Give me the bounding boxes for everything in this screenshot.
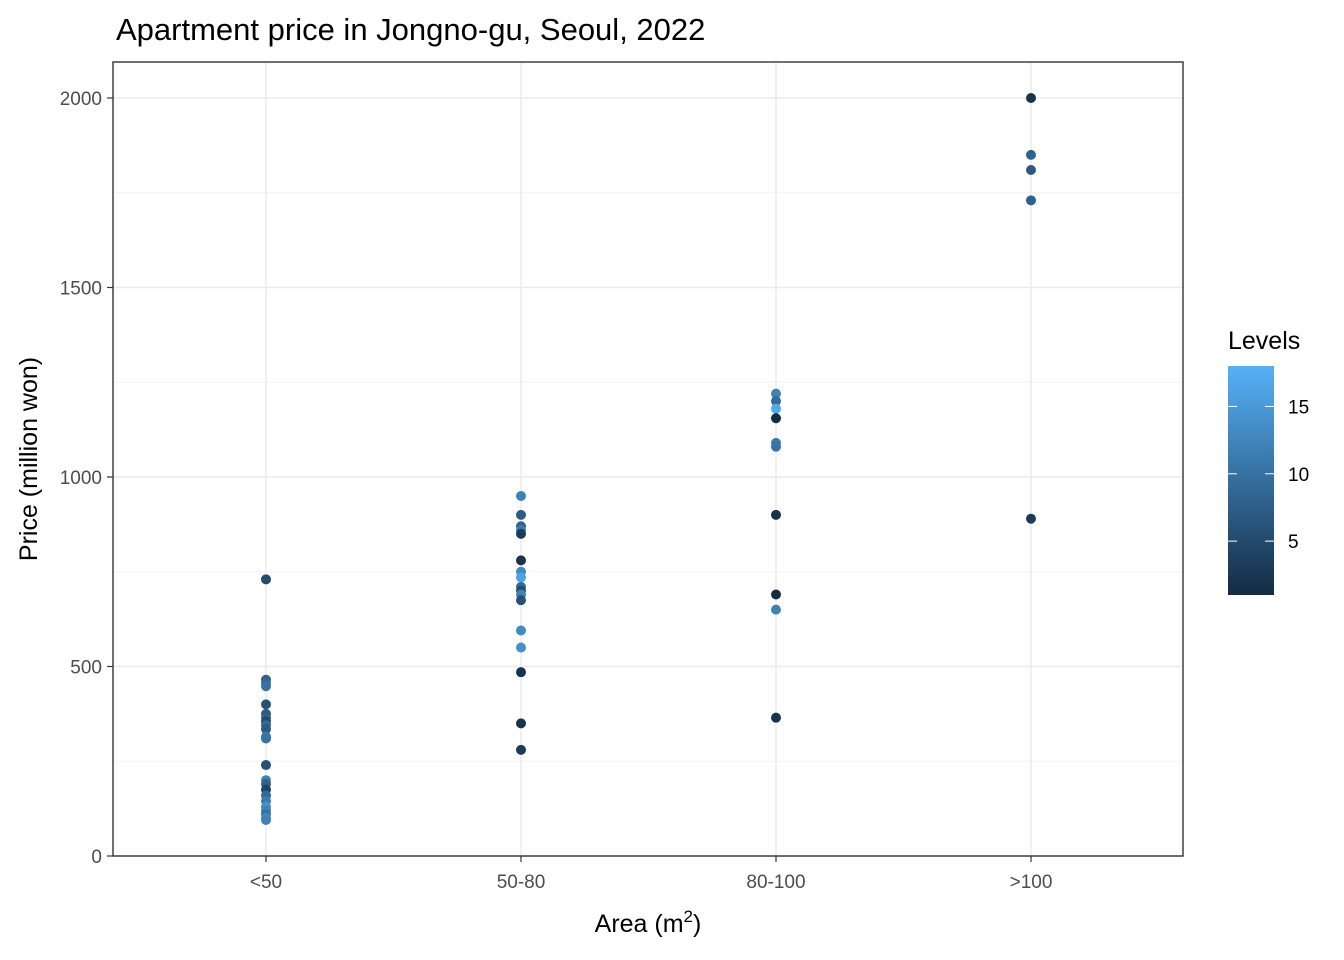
data-point <box>516 595 526 606</box>
data-point <box>771 712 781 723</box>
data-point <box>771 441 781 452</box>
y-axis-ticks: 0 500 1000 1500 2000 <box>60 89 113 868</box>
data-point <box>516 718 526 729</box>
data-point <box>261 574 271 585</box>
data-point <box>771 388 781 399</box>
data-point <box>1026 149 1036 160</box>
data-point <box>1026 513 1036 524</box>
data-point <box>516 744 526 755</box>
x-axis-title: Area (m2) <box>595 907 702 938</box>
grid <box>113 62 1183 857</box>
data-point <box>516 667 526 678</box>
legend: Levels 5 10 15 <box>1228 327 1309 595</box>
data-points <box>261 93 1036 825</box>
x-tick-label: 80-100 <box>746 872 805 893</box>
data-point <box>261 733 271 744</box>
plot-panel <box>112 61 1184 857</box>
data-point <box>771 509 781 520</box>
y-axis-title: Price (million won) <box>15 357 43 561</box>
y-tick-label: 0 <box>91 847 102 868</box>
data-point <box>261 699 271 710</box>
x-axis-title-suffix: ) <box>693 910 701 938</box>
x-tick-label: <50 <box>250 872 282 893</box>
x-axis-title-text: Area (m <box>595 910 684 938</box>
legend-colorbar <box>1228 366 1274 595</box>
data-point <box>516 625 526 636</box>
data-point <box>516 509 526 520</box>
data-point <box>516 490 526 501</box>
legend-title: Levels <box>1228 327 1300 355</box>
data-point <box>771 589 781 600</box>
y-tick-label: 500 <box>70 658 102 679</box>
data-point <box>516 642 526 653</box>
x-axis-title-superscript: 2 <box>684 907 693 926</box>
data-point <box>261 760 271 771</box>
data-point <box>771 396 781 407</box>
y-tick-label: 1000 <box>60 468 102 489</box>
legend-tick-label: 5 <box>1288 532 1299 553</box>
data-point <box>516 528 526 539</box>
data-point <box>261 814 271 825</box>
legend-tick-label: 15 <box>1288 397 1309 418</box>
data-point <box>771 604 781 615</box>
x-axis-ticks: <50 50-80 80-100 >100 <box>250 856 1053 893</box>
x-tick-label: 50-80 <box>497 872 546 893</box>
data-point <box>261 681 271 692</box>
y-tick-label: 2000 <box>60 89 102 110</box>
data-point <box>1026 165 1036 176</box>
chart-title: Apartment price in Jongno-gu, Seoul, 202… <box>116 12 705 47</box>
y-tick-label: 1500 <box>60 279 102 300</box>
data-point <box>516 555 526 566</box>
legend-tick-label: 10 <box>1288 465 1309 486</box>
legend-ticks: 5 10 15 <box>1228 397 1309 553</box>
data-point <box>516 572 526 583</box>
x-tick-label: >100 <box>1010 872 1053 893</box>
data-point <box>261 724 271 735</box>
data-point <box>1026 93 1036 103</box>
data-point <box>771 403 781 414</box>
data-point <box>1026 195 1036 206</box>
data-point <box>771 413 781 424</box>
